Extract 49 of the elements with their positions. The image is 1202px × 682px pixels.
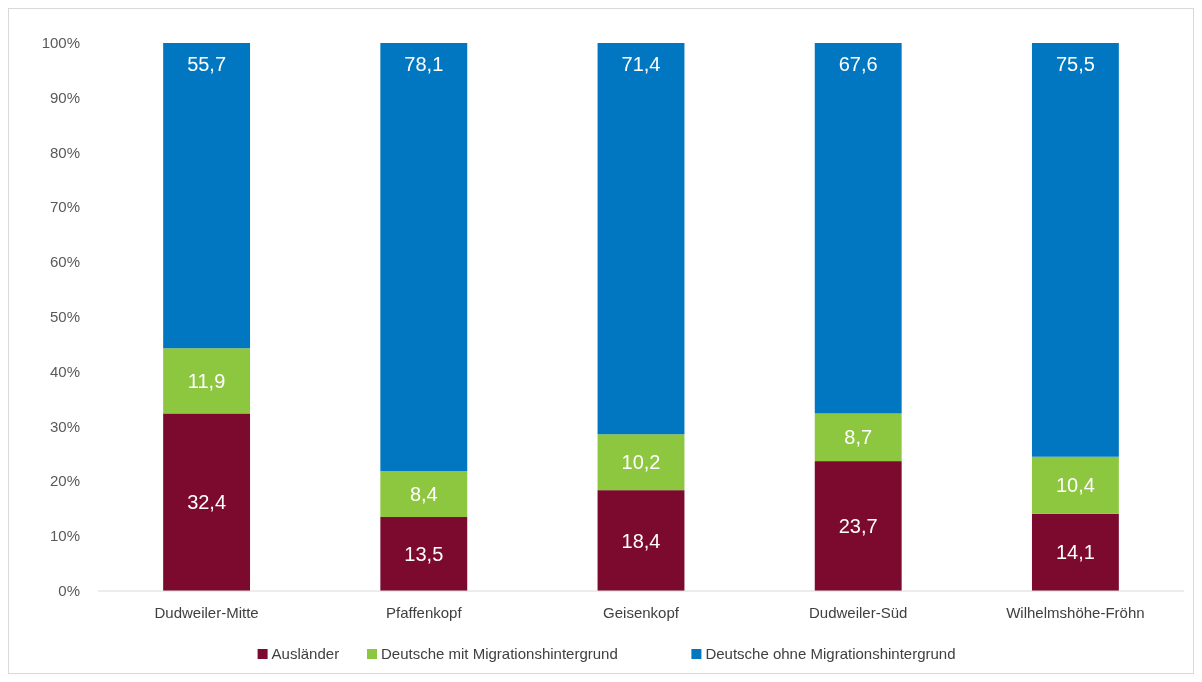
bar bbox=[380, 43, 468, 471]
x-tick-label: Dudweiler-Süd bbox=[809, 604, 908, 621]
y-tick-label: 50% bbox=[49, 308, 80, 325]
data-label: 18,4 bbox=[621, 529, 661, 552]
bar bbox=[163, 413, 251, 591]
data-label: 13,5 bbox=[404, 543, 444, 566]
y-tick-label: 40% bbox=[49, 362, 80, 380]
data-label: 71,4 bbox=[621, 53, 661, 75]
bar bbox=[380, 517, 468, 591]
bar bbox=[1031, 456, 1119, 514]
bar bbox=[380, 470, 468, 518]
y-tick-label: 0% bbox=[58, 582, 80, 599]
data-label: 8,4 bbox=[409, 483, 438, 505]
x-tick-label: Geisenkopf bbox=[603, 604, 680, 621]
data-label: 23,7 bbox=[838, 515, 878, 538]
bar bbox=[1031, 43, 1119, 457]
bar bbox=[597, 434, 685, 491]
bar bbox=[163, 43, 251, 349]
bar bbox=[597, 490, 685, 591]
data-label: 78,1 bbox=[404, 53, 444, 75]
bar bbox=[814, 413, 902, 462]
bar bbox=[814, 461, 902, 591]
data-label: 14,1 bbox=[1055, 541, 1095, 564]
data-label: 10,4 bbox=[1055, 474, 1095, 497]
data-label: 55,7 bbox=[187, 53, 227, 75]
data-label: 32,4 bbox=[187, 491, 227, 514]
data-label: 11,9 bbox=[187, 369, 226, 392]
x-tick-label: Dudweiler-Mitte bbox=[154, 604, 259, 621]
x-tick-label: Pfaffenkopf bbox=[385, 604, 463, 621]
legend-label: Deutsche mit Migrationshintergrund bbox=[381, 645, 618, 662]
y-tick-label: 80% bbox=[49, 143, 80, 161]
bar bbox=[814, 43, 902, 414]
y-tick-label: 90% bbox=[49, 88, 80, 106]
y-tick-label: 30% bbox=[49, 417, 80, 435]
x-tick-label: Wilhelmshöhe-Fröhn bbox=[1006, 604, 1145, 621]
bar bbox=[597, 43, 685, 435]
bar bbox=[1031, 513, 1119, 591]
data-label: 8,7 bbox=[844, 426, 873, 449]
y-tick-label: 20% bbox=[49, 472, 80, 490]
bar bbox=[163, 348, 251, 414]
legend-label: Ausländer bbox=[271, 645, 340, 662]
y-tick-label: 100% bbox=[41, 34, 80, 51]
legend-label: Deutsche ohne Migrationshintergrund bbox=[705, 645, 956, 662]
y-tick-label: 10% bbox=[49, 527, 80, 545]
y-tick-label: 70% bbox=[49, 198, 80, 216]
y-tick-label: 60% bbox=[49, 253, 80, 271]
data-label: 10,2 bbox=[621, 451, 661, 474]
data-label: 67,6 bbox=[838, 53, 878, 75]
data-label: 75,5 bbox=[1055, 53, 1095, 75]
